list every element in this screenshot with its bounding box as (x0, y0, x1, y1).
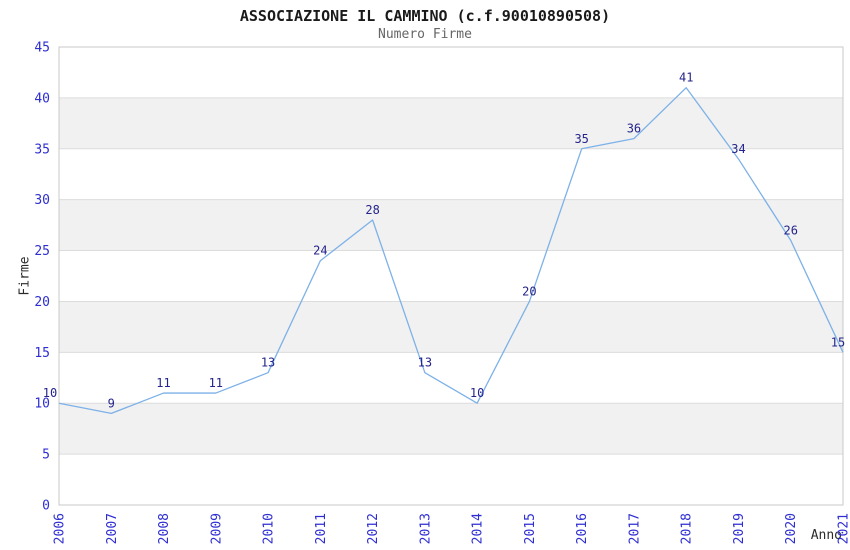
data-point-label: 36 (627, 122, 641, 136)
grid-band (59, 403, 843, 455)
data-point-label: 10 (43, 386, 57, 400)
x-tick-label: 2006 (53, 513, 68, 544)
x-tick-label: 2014 (471, 513, 486, 544)
y-tick-label: 20 (34, 295, 50, 310)
x-tick-label: 2008 (157, 513, 172, 544)
data-point-label: 11 (209, 376, 223, 390)
y-tick-label: 45 (34, 41, 50, 56)
x-tick-label: 2010 (262, 513, 277, 544)
data-line (58, 87, 844, 415)
x-tick-label: 2015 (523, 513, 538, 544)
x-tick-label: 2016 (575, 513, 590, 544)
data-point-label: 13 (261, 356, 275, 370)
plot-border (58, 46, 844, 506)
chart-subtitle: Numero Firme (378, 27, 472, 42)
grid-band (59, 199, 843, 251)
x-tick-label: 2017 (627, 513, 642, 544)
x-tick-label: 2009 (209, 513, 224, 544)
x-tick-label: 2019 (732, 513, 747, 544)
y-tick-label: 40 (34, 91, 50, 106)
chart-title: ASSOCIAZIONE IL CAMMINO (c.f.90010890508… (239, 7, 611, 25)
y-tick-label: 25 (34, 244, 50, 259)
y-tick-label: 5 (42, 448, 50, 463)
y-tick-label: 35 (34, 142, 50, 157)
data-point-label: 13 (418, 356, 432, 370)
data-point-label: 24 (313, 244, 327, 258)
data-point-label: 11 (156, 376, 170, 390)
data-point-label: 9 (108, 396, 115, 410)
data-point-label: 35 (574, 132, 588, 146)
data-point-label: 28 (365, 203, 379, 217)
x-tick-label: 2021 (837, 513, 850, 544)
grid-band (59, 301, 843, 353)
x-tick-label: 2020 (784, 513, 799, 544)
data-point-label: 34 (731, 142, 745, 156)
y-tick-label: 10 (34, 397, 50, 412)
data-point-label: 20 (522, 284, 536, 298)
y-tick-label: 15 (34, 346, 50, 361)
data-point-label: 26 (784, 223, 798, 237)
data-point-label: 41 (679, 71, 693, 85)
x-tick-label: 2007 (105, 513, 120, 544)
x-tick-label: 2018 (680, 513, 695, 544)
x-axis-title: Anno (810, 528, 842, 543)
data-point-label: 15 (831, 335, 845, 349)
y-tick-label: 0 (42, 499, 50, 514)
x-tick-label: 2011 (314, 513, 329, 544)
x-tick-label: 2012 (366, 513, 381, 544)
x-tick-label: 2013 (418, 513, 433, 544)
y-tick-label: 30 (34, 193, 50, 208)
data-point-label: 10 (470, 386, 484, 400)
